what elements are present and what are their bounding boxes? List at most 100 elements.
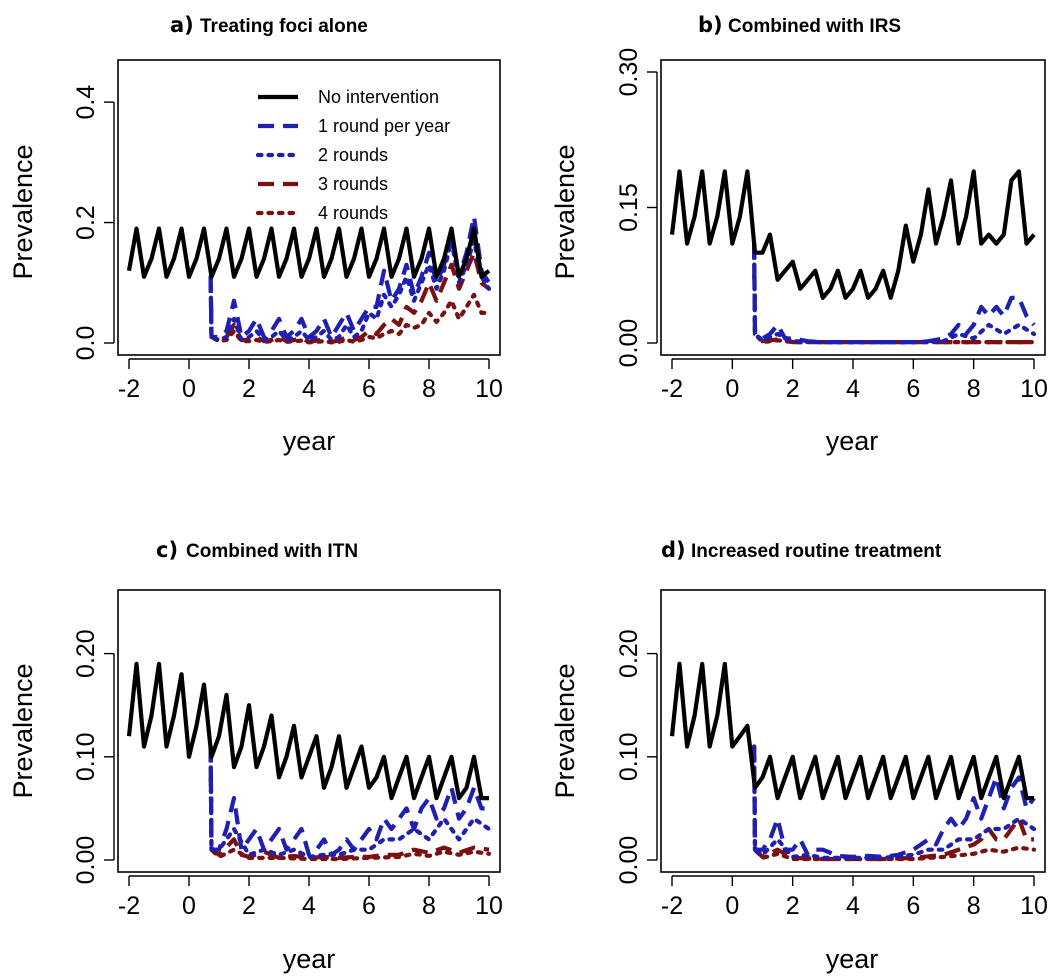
series-group: [126, 661, 492, 862]
x-tick-label: 4: [302, 375, 316, 403]
y-tick-label: 0.00: [72, 836, 100, 885]
x-tick-label: 0: [182, 375, 196, 403]
x-tick-label: 10: [475, 892, 503, 920]
x-axis: -2 0 2 4 6 8 10: [118, 358, 503, 403]
series-line-3-rounds: [208, 250, 491, 344]
legend-label: 2 rounds: [318, 145, 388, 165]
legend-label: 4 rounds: [318, 203, 388, 223]
panels: a) Treating foci alone -2 0 2 4 6 8 10 0.0 0.2 0.4 y…: [8, 13, 1048, 974]
x-tick-label: 2: [242, 892, 256, 920]
series-line-1-round-per-year: [208, 746, 489, 857]
x-axis-label: year: [826, 426, 879, 456]
x-tick-label: 6: [362, 892, 376, 920]
x-tick-label: 8: [967, 375, 981, 403]
panel-title: Treating foci alone: [200, 16, 368, 37]
series-line-1-round-per-year: [752, 243, 1036, 345]
panel-letter: a): [170, 13, 194, 37]
y-axis-label: Prevalence: [550, 144, 580, 279]
panel-2: b) Combined with IRS -2 0 2 4 6 8 10 0.00 0.15 0.30…: [550, 13, 1048, 456]
y-tick-label: 0.4: [72, 85, 100, 120]
series-line-no-intervention: [126, 661, 489, 801]
panel-1: a) Treating foci alone -2 0 2 4 6 8 10 0.0 0.2 0.4 y…: [8, 13, 503, 456]
series-group: [669, 661, 1037, 862]
x-tick-label: 8: [422, 375, 436, 403]
x-tick-label: 0: [725, 892, 739, 920]
y-axis-label: Prevalence: [8, 144, 38, 279]
y-axis-label: Prevalence: [8, 663, 38, 798]
y-tick-label: 0.10: [72, 732, 100, 781]
y-axis-label: Prevalence: [550, 663, 580, 798]
y-tick-label: 0.00: [615, 836, 643, 885]
legend: No intervention 1 round per year 2 rounds 3…: [255, 87, 450, 223]
series-line-2-rounds: [751, 241, 1037, 345]
x-tick-label: 10: [1020, 892, 1048, 920]
panel-title: Combined with ITN: [186, 541, 358, 562]
series-line-3-rounds: [208, 746, 490, 861]
x-axis: -2 0 2 4 6 8 10: [661, 358, 1048, 403]
y-tick-label: 0.20: [615, 629, 643, 678]
x-axis-label: year: [283, 944, 336, 974]
x-tick-label: -2: [118, 892, 140, 920]
panel-title: Combined with IRS: [728, 16, 901, 37]
panel-3: c) Combined with ITN -2 0 2 4 6 8 10 0.00 0.10 0.20…: [8, 538, 503, 974]
plot-frame: [117, 589, 501, 873]
y-axis: 0.00 0.10 0.20: [72, 629, 115, 885]
series-line-2-rounds: [208, 238, 492, 343]
x-axis: -2 0 2 4 6 8 10: [118, 875, 503, 920]
x-tick-label: 2: [786, 375, 800, 403]
y-tick-label: 0.10: [615, 732, 643, 781]
series-line-no-intervention: [669, 661, 1034, 801]
x-tick-label: 4: [846, 375, 860, 403]
legend-label: No intervention: [318, 87, 439, 107]
series-line-4-rounds: [208, 744, 492, 862]
x-tick-label: 4: [846, 892, 860, 920]
panel-title: Increased routine treatment: [691, 541, 942, 562]
x-tick-label: 0: [725, 375, 739, 403]
panel-4: d) Increased routine treatment -2 0 2 4 6 8 10 0.…: [550, 538, 1048, 974]
series-group: [126, 214, 492, 345]
y-axis: 0.00 0.15 0.30: [615, 48, 658, 368]
y-axis: 0.00 0.10 0.20: [615, 629, 658, 885]
series-line-no-intervention: [126, 226, 491, 279]
x-tick-label: 8: [967, 892, 981, 920]
series-group: [669, 169, 1037, 345]
series-line-1-round-per-year: [752, 746, 1036, 860]
panel-letter: c): [156, 538, 178, 562]
x-tick-label: -2: [661, 375, 683, 403]
x-tick-label: 2: [786, 892, 800, 920]
panel-letter: b): [698, 13, 723, 37]
series-line-3-rounds: [752, 746, 1034, 862]
x-tick-label: 6: [362, 375, 376, 403]
plot-frame: [660, 589, 1046, 873]
y-tick-label: 0.15: [615, 183, 643, 232]
y-tick-label: 0.0: [72, 326, 100, 361]
y-tick-label: 0.30: [615, 48, 643, 97]
series-line-no-intervention: [669, 169, 1036, 300]
y-tick-label: 0.20: [72, 629, 100, 678]
x-tick-label: 0: [182, 892, 196, 920]
x-tick-label: -2: [118, 375, 140, 403]
legend-label: 1 round per year: [318, 116, 450, 136]
series-line-1-round-per-year: [208, 214, 491, 340]
y-tick-label: 0.2: [72, 205, 100, 240]
x-tick-label: 6: [906, 892, 920, 920]
series-line-3-rounds: [752, 243, 1034, 345]
x-axis: -2 0 2 4 6 8 10: [661, 875, 1048, 920]
x-axis-label: year: [283, 426, 336, 456]
plot-frame: [660, 59, 1046, 356]
x-tick-label: 8: [422, 892, 436, 920]
y-axis: 0.0 0.2 0.4: [72, 85, 115, 361]
x-tick-label: 10: [475, 375, 503, 403]
series-line-4-rounds: [208, 274, 492, 345]
x-tick-label: -2: [661, 892, 683, 920]
legend-label: 3 rounds: [318, 174, 388, 194]
plot-frame: [117, 59, 501, 356]
x-tick-label: 4: [302, 892, 316, 920]
x-tick-label: 6: [906, 375, 920, 403]
x-tick-label: 10: [1020, 375, 1048, 403]
panel-letter: d): [661, 538, 686, 562]
y-tick-label: 0.00: [615, 319, 643, 368]
x-axis-label: year: [826, 944, 879, 974]
x-tick-label: 2: [242, 375, 256, 403]
